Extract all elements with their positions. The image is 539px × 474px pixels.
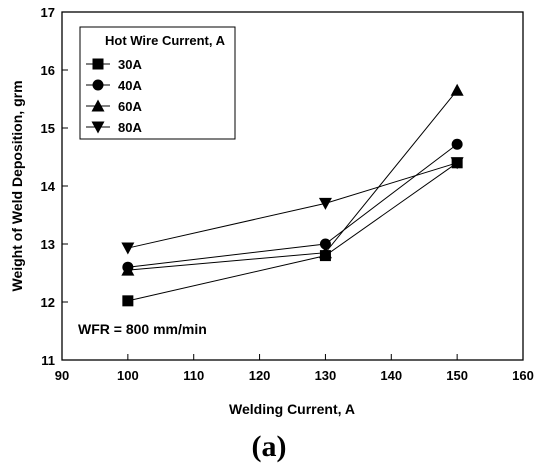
legend-marker-60A (91, 99, 105, 112)
legend-label-60A: 60A (118, 99, 142, 114)
y-tick-label-12: 12 (41, 295, 55, 310)
wfr-annotation: WFR = 800 mm/min (78, 321, 207, 337)
series-line-40A (127, 143, 458, 268)
y-tick-label-13: 13 (41, 237, 55, 252)
legend-box (79, 26, 236, 140)
figure-caption: (a) (252, 430, 287, 463)
legend-label-30A: 30A (118, 57, 142, 72)
x-tick-label-100: 100 (117, 368, 139, 383)
legend-title: Hot Wire Current, A (105, 33, 226, 48)
y-tick-label-14: 14 (41, 179, 56, 194)
point-80A-150 (450, 157, 464, 170)
x-tick-label-110: 110 (183, 368, 204, 383)
series-line-30A (127, 162, 458, 302)
point-60A-150 (450, 83, 464, 96)
series-layer (121, 83, 464, 307)
x-tick-label-130: 130 (315, 368, 337, 383)
ticks: 90 100 110 120 130 140 150 160 11 12 13 14 15 16 17 (41, 5, 534, 383)
x-tick-label-90: 90 (55, 368, 69, 383)
x-tick-label-160: 160 (512, 368, 534, 383)
legend-marker-40A (92, 79, 104, 91)
point-40A-130 (319, 238, 331, 250)
point-80A-100 (121, 242, 135, 255)
y-tick-label-15: 15 (41, 121, 55, 136)
x-axis-title: Welding Current, A (229, 401, 355, 417)
legend-marker-30A (92, 58, 104, 70)
y-tick-label-16: 16 (41, 63, 55, 78)
y-axis-title: Weight of Weld Deposition, grm (9, 80, 25, 291)
point-60A-100 (121, 263, 135, 276)
y-tick-label-17: 17 (41, 5, 55, 20)
legend: Hot Wire Current, A 30A 40A 60A 80A (79, 26, 236, 140)
legend-label-40A: 40A (118, 78, 142, 93)
x-tick-label-120: 120 (249, 368, 271, 383)
point-30A-100 (122, 295, 134, 307)
point-60A-130 (318, 246, 332, 259)
point-80A-130 (318, 197, 332, 210)
y-tick-label-11: 11 (41, 353, 55, 368)
point-40A-150 (451, 138, 463, 150)
series-line-80A (127, 162, 458, 249)
legend-marker-80A (91, 121, 105, 134)
legend-items: 30A 40A 60A 80A (86, 57, 142, 135)
x-tick-label-140: 140 (380, 368, 402, 383)
legend-label-80A: 80A (118, 120, 142, 135)
x-tick-label-150: 150 (446, 368, 468, 383)
